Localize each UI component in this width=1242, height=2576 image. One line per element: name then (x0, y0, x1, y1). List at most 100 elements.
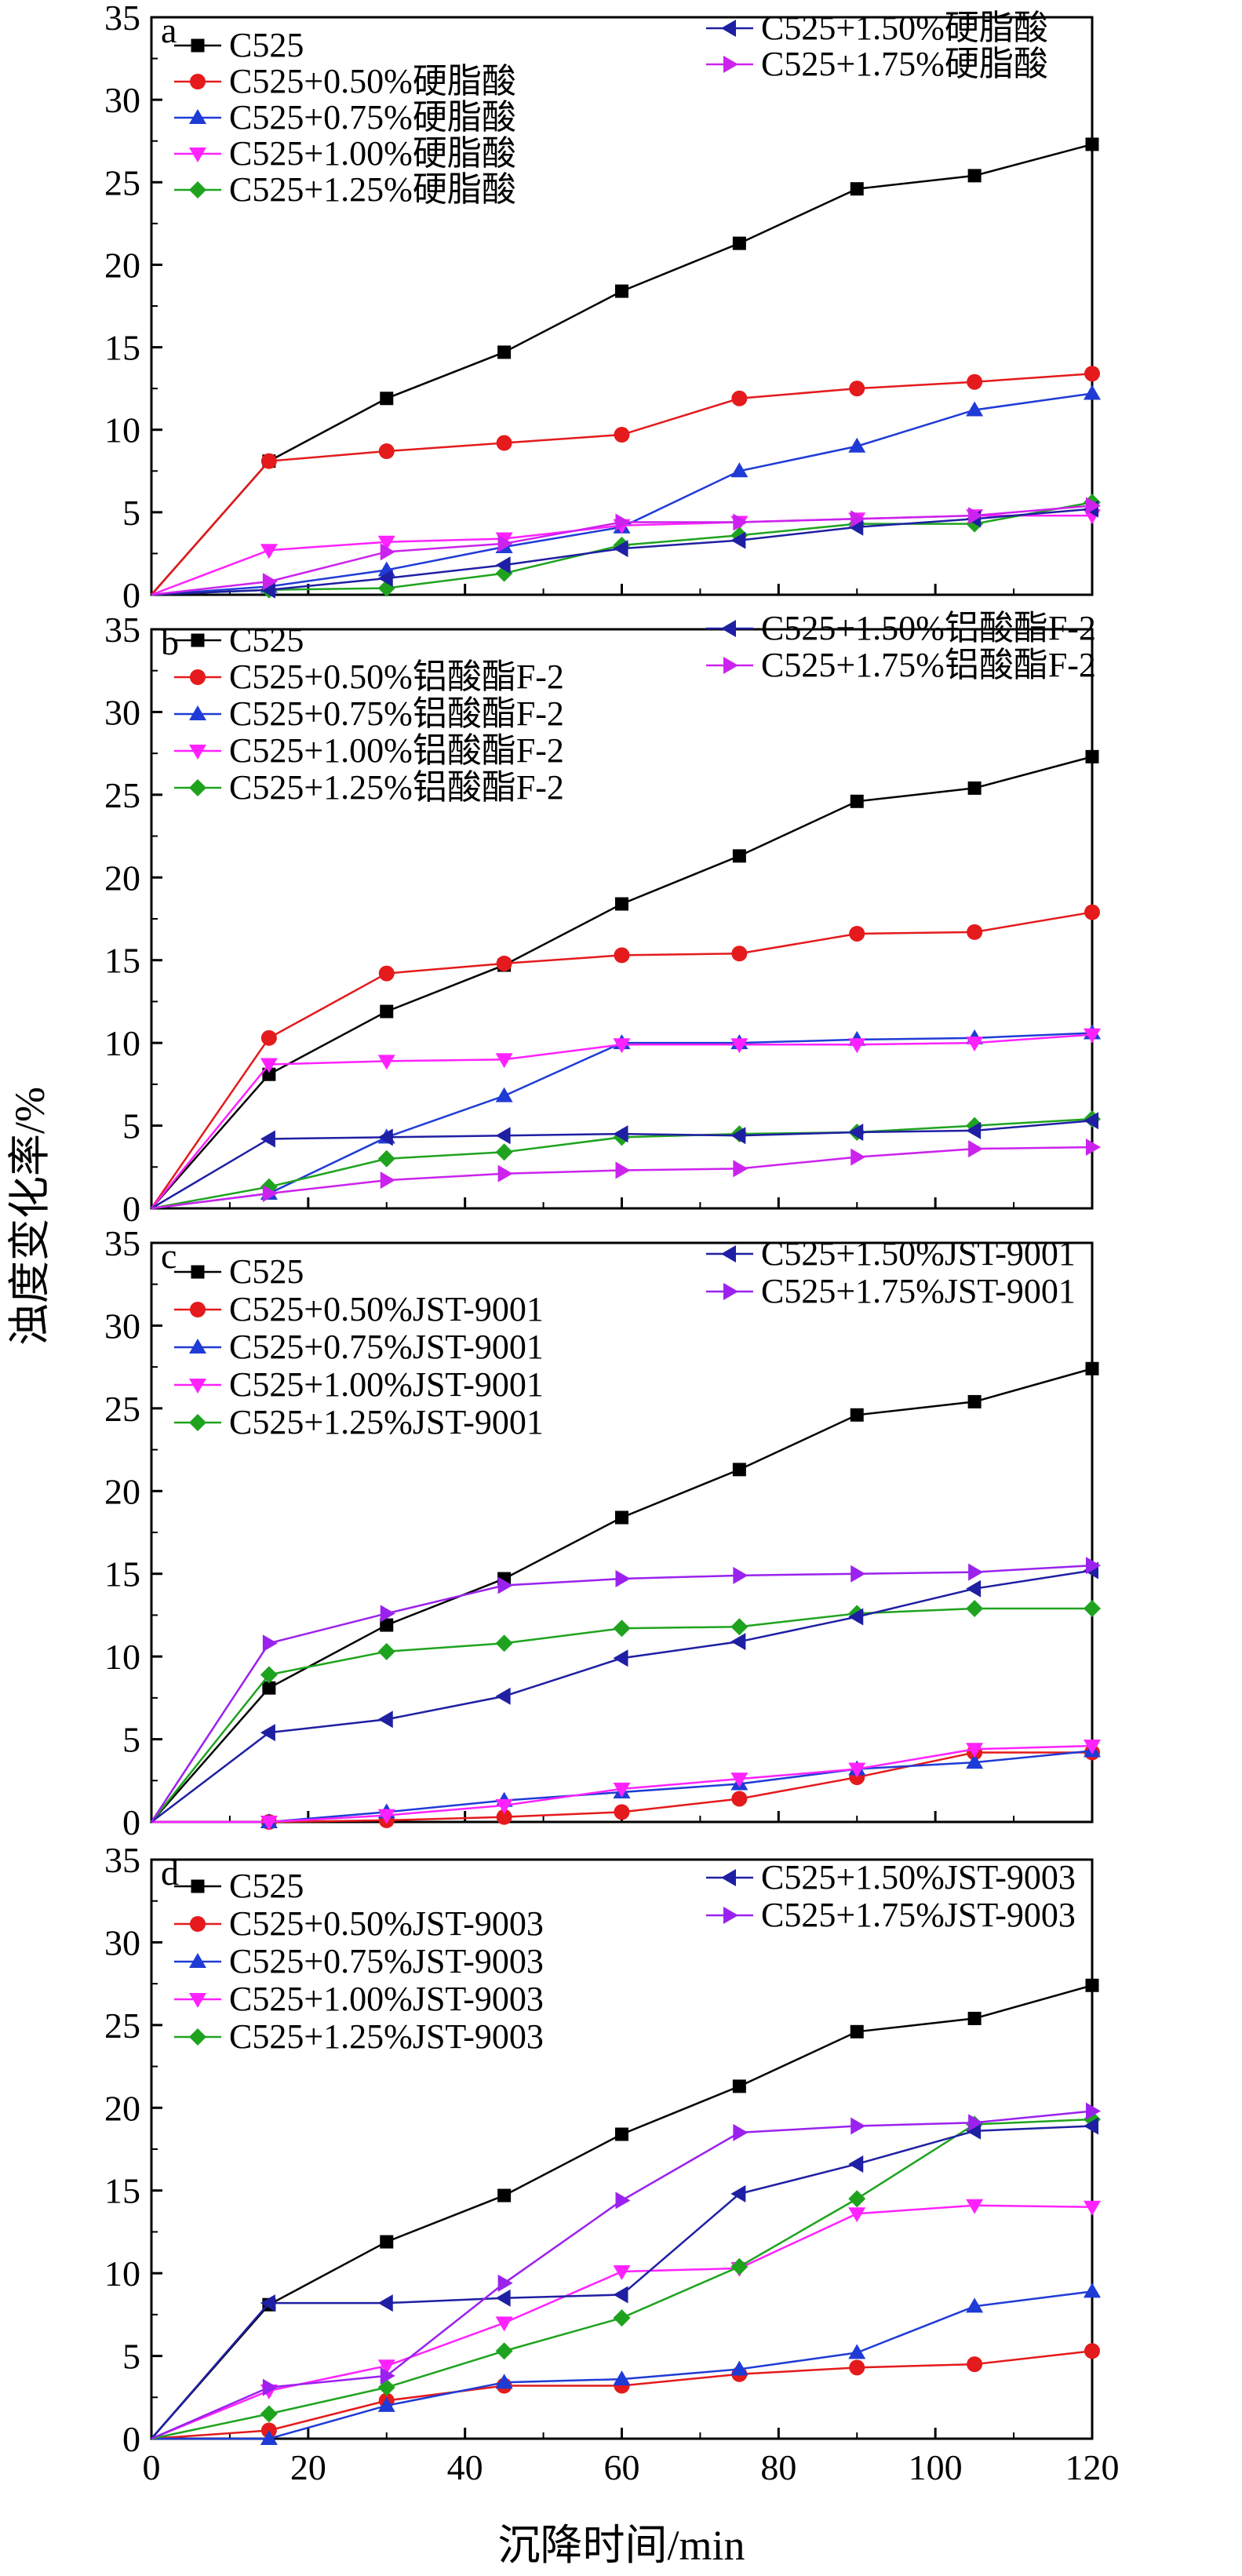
x-tick-label: 40 (447, 2447, 483, 2487)
legend-marker (189, 148, 206, 162)
legend-label: C525+1.25%铝酸酯F-2 (229, 768, 564, 807)
legend-label: C525+1.00%JST-9001 (229, 1365, 544, 1404)
data-point (380, 1605, 395, 1623)
data-point (497, 1164, 513, 1182)
data-point (732, 849, 746, 863)
y-tick-label: 35 (104, 1840, 140, 1880)
legend-marker (190, 669, 206, 685)
data-point (377, 1809, 395, 1824)
data-point (967, 2011, 982, 2025)
legend-label: C525+1.00%JST-9003 (229, 1980, 544, 2018)
data-point (377, 2359, 395, 2375)
data-point (260, 1724, 275, 1742)
legend-marker (190, 74, 206, 89)
data-point (377, 569, 393, 587)
data-point (377, 1711, 393, 1729)
data-point (730, 1633, 746, 1651)
legend-marker (191, 1879, 205, 1893)
y-tick-label: 20 (104, 858, 140, 898)
legend-marker (189, 1953, 206, 1968)
legend-marker (191, 38, 205, 53)
data-point (615, 2127, 628, 2141)
legend-label: C525+1.75%铝酸酯F-2 (761, 646, 1096, 684)
legend-label: C525+0.75%硬脂酸 (229, 98, 516, 137)
data-point (730, 531, 746, 549)
y-tick-label: 10 (104, 1023, 140, 1063)
data-point (495, 1687, 511, 1705)
data-point (613, 2286, 628, 2304)
data-point (1085, 749, 1099, 763)
data-point (848, 1124, 864, 1142)
data-point (495, 1127, 511, 1145)
data-point (260, 2430, 278, 2445)
data-point (849, 925, 865, 942)
data-point (260, 1029, 277, 1046)
data-point (848, 1762, 866, 1778)
data-point (613, 1125, 628, 1143)
panel-letter: c (161, 1236, 177, 1276)
data-point (967, 1394, 982, 1408)
data-point (495, 1087, 513, 1102)
data-point (1084, 1740, 1101, 1755)
y-tick-label: 5 (122, 1720, 140, 1760)
data-point (848, 2155, 864, 2173)
data-point (260, 453, 277, 469)
legend-marker (189, 2028, 206, 2046)
data-point (613, 1649, 628, 1667)
data-point (495, 556, 511, 574)
x-tick-label: 0 (143, 2447, 161, 2487)
data-point (378, 965, 395, 982)
data-point (966, 1743, 984, 1758)
legend-label: C525+0.75%JST-9003 (229, 1942, 544, 1980)
x-tick-label: 80 (760, 2447, 796, 2487)
data-point (262, 573, 278, 591)
y-tick-label: 20 (104, 1471, 140, 1511)
legend-marker (191, 633, 205, 647)
legend-marker (189, 1339, 206, 1354)
data-point (1084, 2343, 1100, 2359)
data-point (495, 2289, 511, 2307)
legend-label: C525+1.50%JST-9003 (761, 1858, 1076, 1896)
data-point (733, 1160, 748, 1178)
data-point (260, 581, 275, 599)
legend-label: C525+1.25%硬脂酸 (229, 170, 516, 209)
legend-marker (723, 1907, 738, 1924)
y-tick-label: 30 (104, 80, 140, 120)
legend-marker (189, 181, 206, 199)
legend-label: C525+1.75%JST-9003 (761, 1896, 1076, 1934)
data-point (615, 2192, 631, 2210)
data-point (615, 1510, 628, 1525)
y-tick-label: 0 (122, 1802, 140, 1842)
data-point (380, 1171, 395, 1190)
legend-label: C525+1.50%JST-9001 (761, 1234, 1076, 1273)
data-point (495, 1798, 513, 1814)
data-point (496, 955, 512, 971)
data-point (380, 1618, 394, 1632)
legend-label: C525+1.75%硬脂酸 (761, 45, 1048, 83)
legend-marker (721, 1245, 736, 1262)
data-point (377, 1150, 395, 1168)
data-point (967, 2356, 983, 2373)
data-point (380, 2366, 395, 2385)
data-point (613, 540, 628, 558)
data-point (262, 1681, 276, 1695)
y-tick-label: 30 (104, 1922, 140, 1962)
panel-letter: b (161, 622, 179, 662)
data-point (260, 544, 278, 559)
legend-marker (190, 1302, 206, 1317)
data-point (850, 1408, 864, 1422)
data-point (262, 1067, 276, 1081)
data-point (850, 794, 864, 808)
data-point (849, 2359, 865, 2376)
data-point (967, 373, 983, 390)
data-point (1085, 1978, 1099, 1992)
legend-label: C525+1.75%JST-9001 (761, 1272, 1076, 1310)
y-tick-label: 10 (104, 1637, 140, 1677)
data-point (377, 2294, 393, 2312)
data-point (260, 1666, 278, 1684)
data-point (1086, 1557, 1101, 1575)
legend-marker (189, 705, 206, 720)
legend-marker (723, 657, 738, 674)
